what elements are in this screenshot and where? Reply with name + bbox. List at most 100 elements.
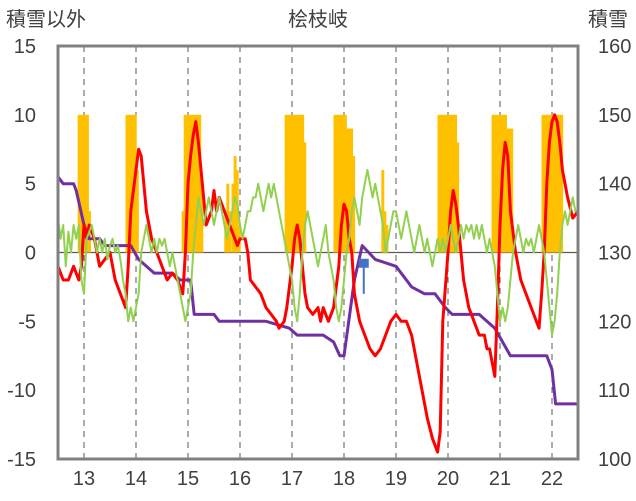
x-tick-label: 14: [125, 468, 147, 490]
precip-bar: [447, 114, 451, 253]
left-axis-label: 積雪以外: [6, 7, 86, 31]
precip-bar: [294, 114, 298, 253]
precip-bar: [543, 114, 547, 253]
precip-bar: [181, 211, 185, 253]
x-tick-label: 18: [333, 468, 355, 490]
precip-bar: [194, 114, 198, 253]
precip-bar: [196, 114, 200, 253]
precip-bar: [449, 114, 453, 253]
left-y-tick-labels: 15 10 5 0 -5 -10 -15: [7, 36, 36, 471]
precip-bar: [385, 224, 389, 253]
precip-bar: [437, 114, 441, 253]
right-tick-label: 160: [598, 36, 631, 58]
right-tick-label: 130: [598, 243, 631, 265]
precip-bar: [491, 114, 495, 253]
precip-bar: [183, 114, 187, 253]
left-tick-label: 0: [25, 243, 36, 265]
precip-bar: [441, 114, 445, 253]
precip-bar: [198, 114, 202, 253]
precip-bar: [288, 114, 292, 253]
precip-bar: [341, 114, 345, 253]
precip-bar: [495, 114, 499, 253]
precip-bar: [301, 114, 305, 253]
precip-bar: [343, 114, 347, 253]
left-tick-label: -10: [7, 380, 36, 402]
precip-bar: [497, 114, 501, 253]
precip-bar: [452, 114, 455, 253]
green-series-line: [57, 168, 579, 337]
right-tick-label: 110: [598, 380, 630, 402]
precip-bar: [135, 169, 139, 253]
precip-bar: [556, 114, 559, 253]
x-tick-labels: 13 14 15 16 17 18 19 20 21 22: [73, 468, 563, 490]
x-tick-label: 15: [177, 468, 199, 490]
chart-title: 桧枝岐: [288, 7, 348, 31]
x-tick-label: 22: [541, 468, 563, 490]
precip-bar: [85, 114, 89, 253]
right-y-tick-labels: 160 150 140 130 120 110 100: [598, 36, 631, 471]
precip-bar: [439, 114, 443, 253]
precip-bar: [560, 114, 564, 253]
marker-layer: [358, 258, 369, 294]
x-tick-label: 16: [229, 468, 251, 490]
left-tick-label: 5: [25, 174, 36, 196]
precip-bar: [350, 128, 354, 253]
precip-bar: [558, 114, 562, 253]
precip-bar: [286, 114, 290, 253]
precip-bar: [383, 211, 387, 253]
precip-bar: [231, 183, 235, 253]
precip-bar: [381, 169, 385, 253]
precip-bar: [454, 114, 458, 253]
precip-bar: [290, 114, 294, 253]
precip-bar: [337, 114, 341, 253]
precip-bar: [297, 114, 301, 253]
right-tick-label: 120: [598, 311, 631, 333]
precip-bar: [127, 114, 131, 253]
precip-bar: [345, 128, 349, 253]
precip-bar: [79, 114, 83, 253]
right-tick-label: 150: [598, 105, 631, 127]
precip-bar: [299, 114, 303, 253]
precip-bar: [125, 114, 129, 253]
precip-bar: [456, 142, 460, 253]
right-tick-label: 140: [598, 174, 631, 196]
precip-bar: [192, 114, 195, 253]
right-tick-label: 100: [598, 449, 631, 471]
x-tick-label: 17: [281, 468, 303, 490]
series-lines: [56, 113, 580, 454]
precip-bar: [333, 114, 337, 253]
x-tick-label: 19: [385, 468, 407, 490]
precip-bar: [551, 114, 555, 253]
precip-bar: [553, 114, 557, 253]
precip-bar: [443, 114, 447, 253]
left-tick-label: -15: [7, 449, 36, 471]
left-tick-label: -5: [18, 311, 36, 333]
plot-frame: [56, 44, 580, 461]
precip-bar: [303, 142, 307, 253]
precip-bar: [504, 114, 507, 253]
precip-bar: [228, 211, 232, 253]
marker-square: [358, 258, 369, 268]
precip-bar: [506, 128, 510, 253]
precip-bar: [549, 114, 553, 253]
precip-bar: [348, 128, 351, 253]
precip-bar: [541, 114, 545, 253]
precip-bar: [547, 114, 551, 253]
frame-border: [56, 44, 580, 461]
left-tick-label: 15: [14, 36, 36, 58]
precip-bar: [339, 114, 343, 253]
precip-bar: [233, 156, 237, 253]
precip-bar: [335, 114, 339, 253]
precip-bar: [129, 114, 133, 253]
precip-bar: [284, 114, 288, 253]
x-tick-label: 13: [73, 468, 95, 490]
precip-bar: [83, 114, 87, 253]
precip-bar: [493, 114, 497, 253]
right-axis-label: 積雪: [588, 7, 628, 31]
precip-bar: [510, 128, 514, 253]
precip-bar: [445, 114, 449, 253]
x-tick-label: 20: [437, 468, 459, 490]
precip-bar: [77, 114, 81, 253]
precip-bar: [292, 114, 296, 253]
